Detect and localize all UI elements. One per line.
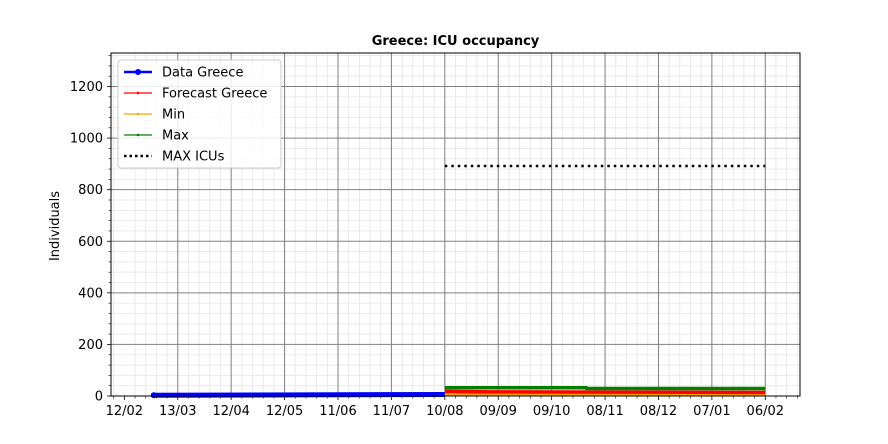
chart-title: Greece: ICU occupancy — [372, 34, 540, 49]
x-tick-label: 12/04 — [212, 404, 249, 419]
y-axis-label: Individuals — [48, 191, 63, 261]
y-tick-label: 600 — [78, 235, 103, 250]
legend-marker — [136, 112, 140, 116]
series-line — [153, 392, 445, 398]
x-tick-label: 09/10 — [533, 404, 570, 419]
series-layer — [150, 164, 766, 399]
x-tick-label: 11/07 — [373, 404, 410, 419]
x-tick-label: 09/09 — [479, 404, 516, 419]
x-tick-label: 12/05 — [266, 404, 303, 419]
legend-marker — [136, 91, 140, 95]
y-tick-label: 200 — [78, 338, 103, 353]
y-tick-label: 800 — [78, 183, 103, 198]
legend-marker — [136, 133, 140, 137]
x-tick-label: 08/11 — [586, 404, 623, 419]
y-tick-label: 1200 — [70, 80, 103, 95]
legend-label: Max — [162, 129, 189, 144]
x-tick-label: 10/08 — [426, 404, 463, 419]
x-tick-label: 07/01 — [693, 404, 730, 419]
legend-marker — [135, 69, 141, 75]
y-tick-label: 0 — [95, 390, 103, 405]
legend-label: Forecast Greece — [162, 87, 267, 102]
x-tick-label: 12/02 — [106, 404, 143, 419]
series-line — [444, 385, 766, 391]
series-line — [444, 389, 766, 395]
legend: Data Greece Forecast Greece Min Max MAX ICUs — [117, 59, 282, 169]
legend-label: Min — [162, 108, 185, 123]
legend-box — [117, 59, 282, 169]
x-tick-label: 06/02 — [747, 404, 784, 419]
y-tick-label: 400 — [78, 286, 103, 301]
y-tick-label: 1000 — [70, 132, 103, 147]
legend-label: MAX ICUs — [162, 150, 225, 165]
legend-label: Data Greece — [162, 66, 243, 81]
data-point-marker — [150, 392, 157, 399]
axis-ticks: 12/02 13/03 12/04 12/05 11/06 11/07 10/08 09/09… — [70, 55, 798, 419]
x-tick-label: 11/06 — [319, 404, 356, 419]
x-tick-label: 13/03 — [159, 404, 196, 419]
x-tick-label: 08/12 — [640, 404, 677, 419]
